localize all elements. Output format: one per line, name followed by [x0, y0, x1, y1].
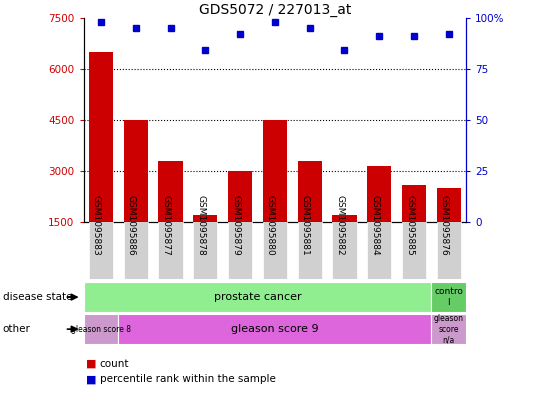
Text: ■: ■ — [86, 374, 96, 384]
Bar — [298, 161, 322, 222]
Text: GSM1095883: GSM1095883 — [92, 195, 101, 255]
Text: gleason
score
n/a: gleason score n/a — [434, 314, 464, 344]
Text: other: other — [3, 324, 31, 334]
Bar — [123, 120, 148, 222]
Text: count: count — [100, 358, 129, 369]
Title: GDS5072 / 227013_at: GDS5072 / 227013_at — [199, 3, 351, 17]
Text: percentile rank within the sample: percentile rank within the sample — [100, 374, 275, 384]
Text: prostate cancer: prostate cancer — [213, 292, 301, 302]
Bar — [431, 314, 466, 344]
Text: gleason score 9: gleason score 9 — [231, 324, 319, 334]
Bar — [437, 188, 461, 222]
Bar — [332, 222, 357, 279]
Bar — [262, 222, 287, 279]
Bar — [158, 222, 183, 279]
Text: gleason score 8: gleason score 8 — [71, 325, 131, 334]
Bar — [262, 120, 287, 222]
Text: GSM1095881: GSM1095881 — [301, 195, 310, 255]
Bar — [367, 222, 391, 279]
Text: disease state: disease state — [3, 292, 72, 302]
Text: GSM1095885: GSM1095885 — [405, 195, 414, 255]
Bar — [89, 222, 113, 279]
Text: GSM1095880: GSM1095880 — [266, 195, 275, 255]
Bar — [158, 161, 183, 222]
Text: GSM1095876: GSM1095876 — [440, 195, 449, 255]
Bar — [123, 222, 148, 279]
Bar — [437, 222, 461, 279]
Text: GSM1095877: GSM1095877 — [162, 195, 170, 255]
Bar — [367, 166, 391, 222]
Bar — [228, 171, 252, 222]
Bar — [228, 222, 252, 279]
Bar — [298, 222, 322, 279]
Text: GSM1095878: GSM1095878 — [196, 195, 205, 255]
Bar — [193, 215, 218, 222]
Text: ■: ■ — [86, 358, 96, 369]
Text: GSM1095882: GSM1095882 — [335, 195, 344, 255]
Bar — [193, 222, 217, 279]
Bar — [332, 215, 357, 222]
Text: contro
l: contro l — [434, 287, 464, 307]
Bar — [84, 314, 119, 344]
Bar — [402, 185, 426, 222]
Bar — [402, 222, 426, 279]
Bar — [431, 282, 466, 312]
Text: GSM1095886: GSM1095886 — [127, 195, 136, 255]
Text: GSM1095884: GSM1095884 — [370, 195, 379, 255]
Bar — [119, 314, 431, 344]
Text: GSM1095879: GSM1095879 — [231, 195, 240, 255]
Bar — [89, 52, 113, 222]
